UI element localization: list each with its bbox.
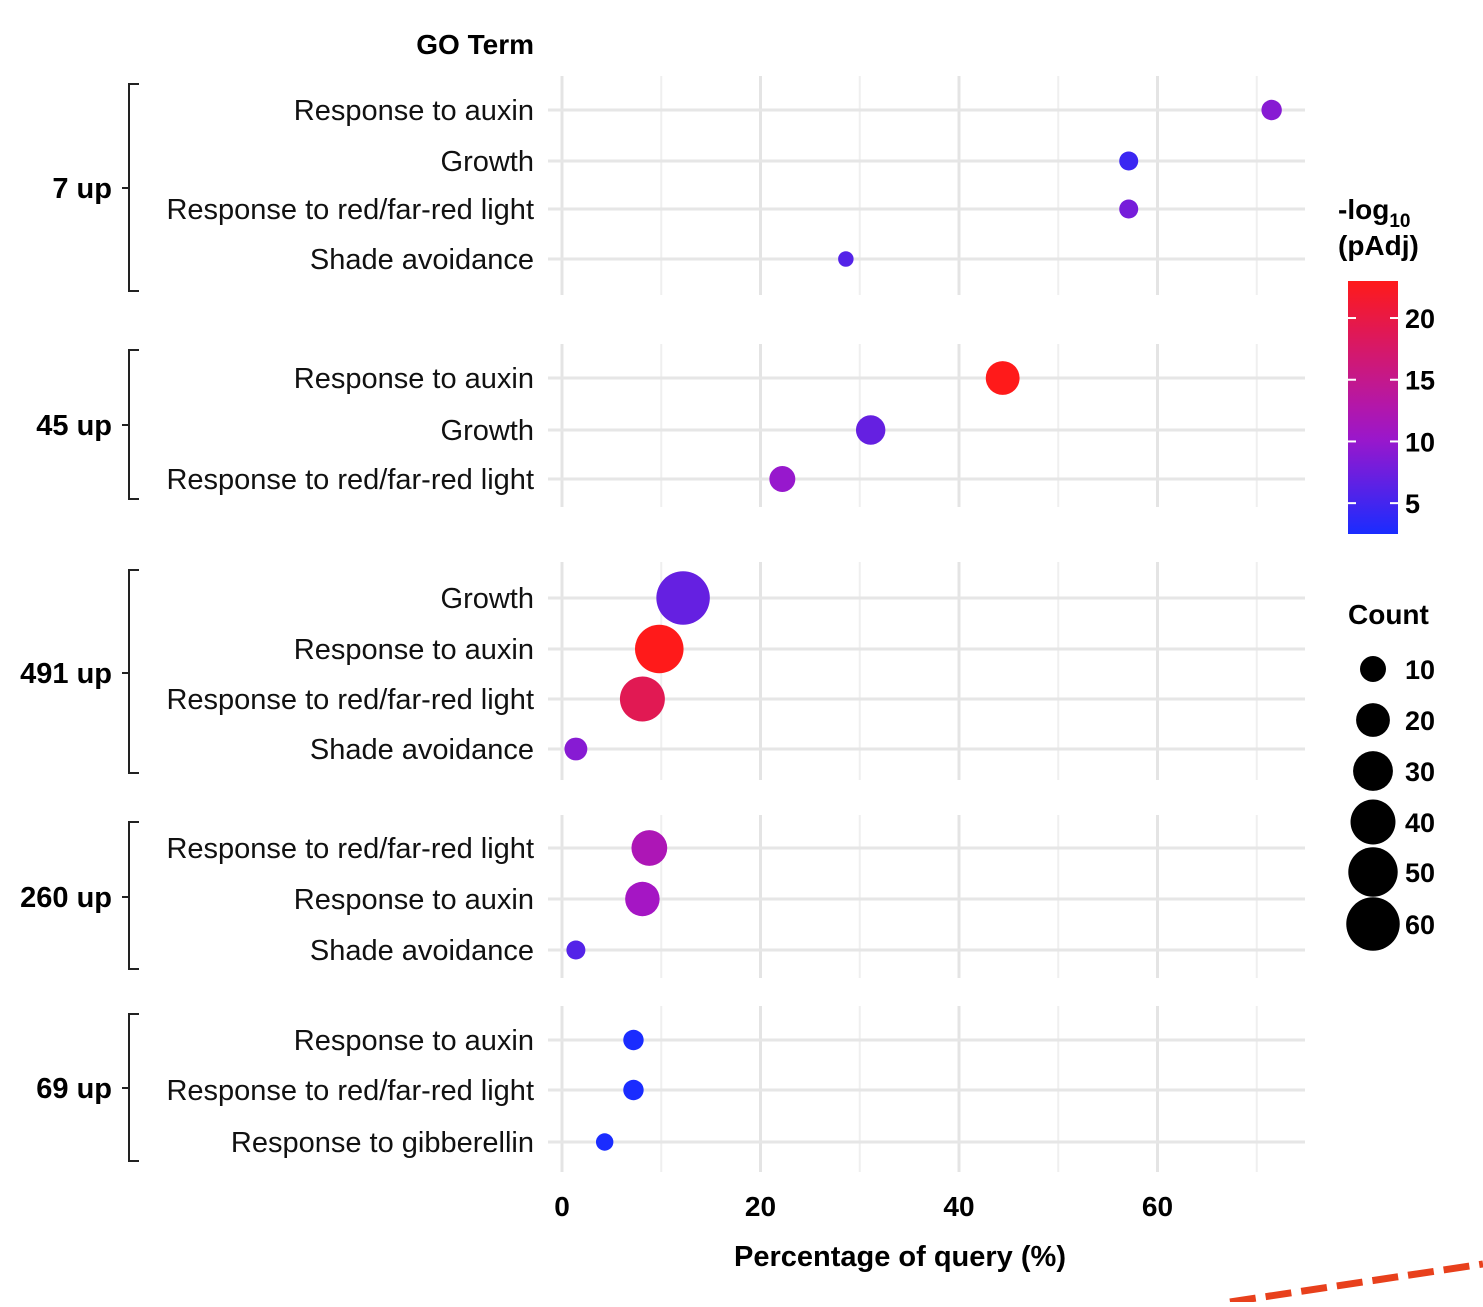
data-points (564, 99, 1282, 1151)
group-bracket (122, 1013, 139, 1162)
x-axis-title: Percentage of query (%) (734, 1241, 1066, 1273)
group-label: 7 up (52, 173, 112, 205)
color-legend-tick-label: 15 (1405, 366, 1435, 396)
size-legend: Count 10 20 30 40 50 60 (1346, 599, 1435, 951)
color-legend-title-line2: (pAdj) (1338, 230, 1419, 261)
group-brackets (122, 83, 139, 1162)
color-legend-title-main: -log (1338, 194, 1389, 225)
color-bar (1348, 281, 1398, 534)
color-legend-tick-label: 5 (1405, 489, 1420, 519)
data-point (623, 1029, 644, 1051)
group-bracket (122, 569, 139, 774)
size-legend-label: 50 (1405, 858, 1435, 888)
color-legend-title-subscript: 10 (1389, 211, 1410, 232)
term-label: Shade avoidance (310, 935, 534, 967)
term-label: Response to auxin (294, 1025, 534, 1057)
group-label: 260 up (20, 882, 112, 914)
data-point (619, 676, 665, 722)
data-point (595, 1133, 614, 1151)
color-legend-title: -log10 (1338, 194, 1410, 232)
size-legend-dot (1346, 897, 1400, 951)
group-bracket (122, 821, 139, 970)
x-tick-label: 60 (1142, 1191, 1173, 1222)
term-label: Response to auxin (294, 634, 534, 666)
group-label: 69 up (36, 1073, 112, 1105)
data-point (1119, 151, 1139, 171)
size-legend-label: 30 (1405, 757, 1435, 787)
y-axis-header: GO Term (416, 29, 534, 60)
term-label: Response to auxin (294, 363, 534, 395)
size-legend-dot (1360, 656, 1386, 682)
data-point (631, 830, 668, 866)
size-legend-dot (1348, 847, 1398, 897)
color-legend-tick-label: 10 (1405, 427, 1435, 457)
grid-layer (548, 76, 1305, 1172)
term-label: Response to red/far-red light (166, 194, 534, 226)
data-point (634, 624, 684, 674)
size-legend-dot (1353, 751, 1393, 791)
term-label: Response to gibberellin (231, 1127, 534, 1159)
data-point (769, 466, 796, 492)
x-axis: 0 20 40 60 Percentage of query (%) (554, 1191, 1173, 1273)
term-label: Response to red/far-red light (166, 1075, 534, 1107)
term-label: Response to auxin (294, 884, 534, 916)
term-label: Shade avoidance (310, 734, 534, 766)
term-label: Response to auxin (294, 95, 534, 127)
data-point (656, 571, 710, 625)
term-label: Response to red/far-red light (166, 464, 534, 496)
color-legend-tick-label: 20 (1405, 304, 1435, 334)
term-label: Response to red/far-red light (166, 684, 534, 716)
size-legend-title: Count (1348, 599, 1429, 630)
group-label: 491 up (20, 658, 112, 690)
x-tick-label: 20 (745, 1191, 776, 1222)
size-legend-label: 10 (1405, 655, 1435, 685)
term-label: Shade avoidance (310, 244, 534, 276)
term-labels: 7 up Response to auxin Growth Response to r… (20, 95, 534, 1159)
data-point (855, 415, 886, 445)
group-bracket (122, 83, 139, 292)
data-point (838, 251, 854, 267)
data-point (985, 361, 1020, 395)
x-tick-label: 0 (554, 1191, 570, 1222)
size-legend-label: 20 (1405, 706, 1435, 736)
size-legend-dot (1350, 799, 1396, 845)
data-point (566, 940, 586, 960)
dashed-annotation-line (1229, 1260, 1483, 1306)
size-legend-label: 60 (1405, 910, 1435, 940)
term-label: Growth (441, 415, 534, 447)
x-tick-label: 40 (943, 1191, 974, 1222)
term-label: Growth (441, 583, 534, 615)
size-legend-label: 40 (1405, 808, 1435, 838)
term-label: Response to red/far-red light (166, 833, 534, 865)
term-label: Growth (441, 146, 534, 178)
size-legend-dot (1356, 703, 1390, 737)
data-point (1119, 199, 1139, 219)
data-point (625, 881, 660, 917)
data-point (623, 1079, 644, 1101)
group-label: 45 up (36, 410, 112, 442)
group-bracket (122, 349, 139, 500)
data-point (564, 737, 588, 761)
data-point (1261, 99, 1282, 121)
